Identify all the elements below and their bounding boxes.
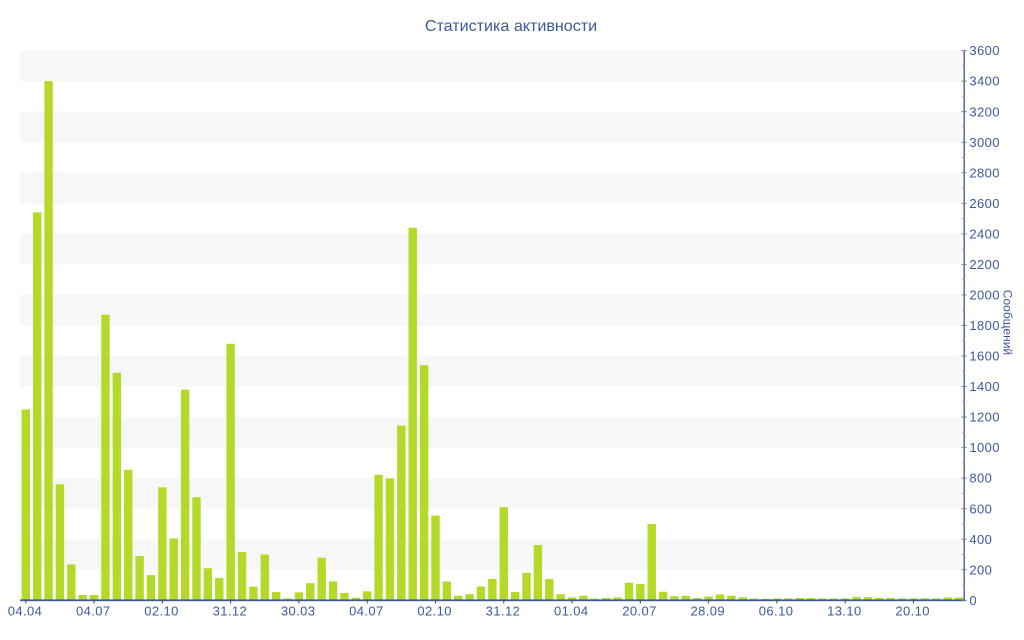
svg-text:Статистика активности: Статистика активности [425, 17, 597, 35]
svg-text:06.10: 06.10 [759, 603, 794, 618]
svg-text:02.10: 02.10 [144, 603, 179, 618]
svg-text:02.10: 02.10 [417, 603, 452, 618]
svg-text:04.07: 04.07 [76, 603, 111, 618]
svg-text:1400: 1400 [969, 379, 1000, 394]
svg-text:2600: 2600 [969, 196, 1000, 211]
svg-text:2800: 2800 [969, 165, 1000, 180]
svg-text:1600: 1600 [969, 349, 1000, 364]
svg-text:600: 600 [969, 501, 992, 516]
svg-text:1800: 1800 [969, 318, 1000, 333]
svg-text:31.12: 31.12 [213, 603, 248, 618]
svg-text:3600: 3600 [969, 43, 1000, 58]
svg-text:Сообщений: Сообщений [1001, 290, 1015, 355]
svg-text:400: 400 [969, 532, 992, 547]
svg-text:20.07: 20.07 [622, 603, 657, 618]
svg-text:3400: 3400 [969, 74, 1000, 89]
svg-text:2200: 2200 [969, 257, 1000, 272]
svg-text:2400: 2400 [969, 226, 1000, 241]
svg-text:31.12: 31.12 [486, 603, 521, 618]
svg-text:13.10: 13.10 [827, 603, 862, 618]
svg-text:28.09: 28.09 [691, 603, 726, 618]
svg-text:2000: 2000 [969, 288, 1000, 303]
svg-text:200: 200 [969, 562, 992, 577]
svg-text:20.10: 20.10 [895, 603, 930, 618]
svg-text:800: 800 [969, 471, 992, 486]
svg-text:1200: 1200 [969, 410, 1000, 425]
svg-text:04.07: 04.07 [349, 603, 384, 618]
svg-text:0: 0 [969, 593, 977, 608]
svg-text:30.03: 30.03 [281, 603, 316, 618]
svg-text:01.04: 01.04 [554, 603, 589, 618]
svg-text:04.04: 04.04 [8, 603, 43, 618]
svg-text:3200: 3200 [969, 104, 1000, 119]
svg-text:3000: 3000 [969, 135, 1000, 150]
svg-text:1000: 1000 [969, 440, 1000, 455]
